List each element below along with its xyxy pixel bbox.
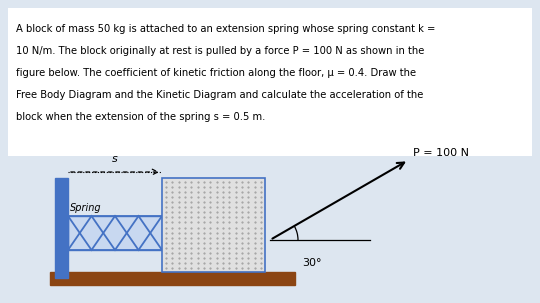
Bar: [55, 178, 68, 278]
Text: Spring: Spring: [70, 203, 102, 213]
Bar: [162, 178, 265, 272]
Text: figure below. The coefficient of kinetic friction along the floor, μ = 0.4. Draw: figure below. The coefficient of kinetic…: [16, 68, 416, 78]
Text: 10 N/m. The block originally at rest is pulled by a force P = 100 N as shown in : 10 N/m. The block originally at rest is …: [16, 46, 424, 56]
Text: Free Body Diagram and the Kinetic Diagram and calculate the acceleration of the: Free Body Diagram and the Kinetic Diagra…: [16, 90, 423, 100]
Text: A block of mass 50 kg is attached to an extension spring whose spring constant k: A block of mass 50 kg is attached to an …: [16, 24, 435, 34]
Text: block when the extension of the spring s = 0.5 m.: block when the extension of the spring s…: [16, 112, 265, 122]
Text: 30°: 30°: [302, 258, 321, 268]
Text: P = 100 N: P = 100 N: [413, 148, 469, 158]
FancyBboxPatch shape: [8, 8, 532, 156]
Text: s: s: [112, 154, 118, 164]
Bar: [68, 216, 162, 250]
Bar: [50, 272, 295, 285]
